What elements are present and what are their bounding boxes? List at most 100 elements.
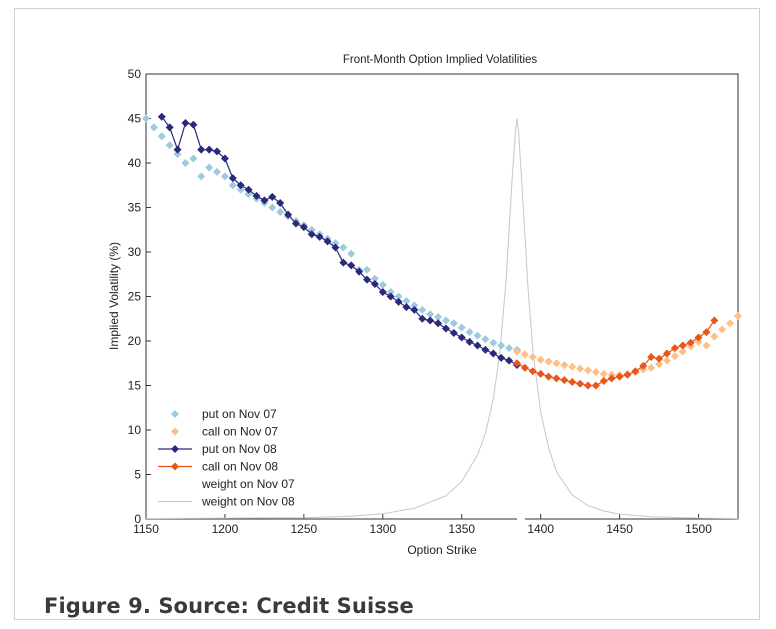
y-tick-label: 0 bbox=[134, 512, 141, 526]
data-point bbox=[520, 363, 529, 372]
data-point bbox=[710, 316, 719, 325]
legend-swatch-marker bbox=[171, 410, 179, 418]
data-point bbox=[331, 239, 340, 248]
data-point bbox=[599, 377, 608, 386]
legend-item-put-on-nov-07: put on Nov 07 bbox=[171, 407, 277, 421]
data-point bbox=[276, 199, 285, 208]
x-tick-label: 1250 bbox=[291, 522, 318, 536]
data-point bbox=[520, 350, 529, 359]
data-point bbox=[205, 163, 214, 172]
data-point bbox=[584, 366, 593, 375]
data-point bbox=[394, 297, 403, 306]
y-tick-label: 50 bbox=[128, 67, 142, 81]
data-point bbox=[149, 123, 158, 132]
data-point bbox=[189, 120, 198, 129]
data-point bbox=[536, 355, 545, 364]
data-point bbox=[291, 219, 300, 228]
data-point bbox=[702, 341, 711, 350]
data-point bbox=[228, 174, 237, 183]
data-point bbox=[473, 341, 482, 350]
y-tick-label: 35 bbox=[128, 201, 142, 215]
data-point bbox=[615, 372, 624, 381]
legend: put on Nov 07 call on Nov 07 put on Nov 08… bbox=[158, 407, 295, 509]
data-point bbox=[647, 363, 656, 372]
data-point bbox=[402, 303, 411, 312]
legend-swatch-marker bbox=[171, 427, 179, 436]
data-point bbox=[418, 314, 427, 323]
legend-item-call-on-nov-07: call on Nov 07 bbox=[171, 425, 278, 439]
data-point bbox=[552, 359, 561, 368]
data-point bbox=[718, 325, 727, 334]
x-tick-label: 1400 bbox=[527, 522, 554, 536]
data-point bbox=[402, 296, 411, 305]
data-point bbox=[497, 353, 506, 362]
data-point bbox=[576, 364, 585, 373]
data-point bbox=[426, 316, 435, 325]
data-point bbox=[394, 292, 403, 301]
data-point bbox=[268, 203, 277, 212]
data-point bbox=[536, 369, 545, 378]
data-point bbox=[378, 280, 387, 289]
data-point bbox=[173, 145, 182, 154]
data-point bbox=[710, 332, 719, 341]
data-point bbox=[441, 316, 450, 325]
series-call-on-nov-08 bbox=[512, 316, 719, 390]
data-point bbox=[347, 249, 356, 258]
data-point bbox=[363, 275, 372, 284]
data-point bbox=[339, 243, 348, 252]
data-point bbox=[181, 118, 190, 127]
series-layer bbox=[142, 112, 742, 520]
data-point bbox=[465, 328, 474, 337]
axes: 1150 1200 1250 1300 1350 1400 1450 1500 0 5 10 15 20… bbox=[128, 67, 713, 536]
data-point bbox=[434, 312, 443, 321]
data-point bbox=[560, 361, 569, 370]
data-point bbox=[512, 347, 521, 356]
data-point bbox=[434, 319, 443, 328]
data-point bbox=[497, 341, 506, 350]
legend-swatch-marker bbox=[171, 445, 179, 453]
data-point bbox=[465, 337, 474, 346]
data-point bbox=[512, 359, 521, 368]
x-tick-label: 1200 bbox=[212, 522, 239, 536]
data-point bbox=[449, 328, 458, 337]
data-point bbox=[370, 274, 379, 283]
data-point bbox=[268, 192, 277, 201]
data-point bbox=[678, 341, 687, 350]
data-point bbox=[244, 190, 253, 199]
data-point bbox=[560, 376, 569, 385]
data-point bbox=[142, 114, 150, 123]
data-point bbox=[236, 185, 245, 194]
data-point bbox=[244, 185, 253, 194]
legend-label: put on Nov 07 bbox=[202, 407, 277, 421]
legend-label: call on Nov 07 bbox=[202, 425, 278, 439]
data-point bbox=[505, 356, 514, 365]
data-point bbox=[173, 150, 182, 159]
data-point bbox=[686, 338, 695, 347]
x-tick-label: 1150 bbox=[133, 522, 159, 536]
data-point bbox=[363, 265, 372, 274]
x-tick-label: 1450 bbox=[606, 522, 633, 536]
data-point bbox=[607, 374, 616, 383]
series-put-on-nov-08 bbox=[157, 112, 521, 370]
y-tick-label: 10 bbox=[128, 423, 142, 437]
legend-item-weight-on-nov-08: weight on Nov 08 bbox=[158, 495, 295, 509]
data-point bbox=[378, 288, 387, 297]
data-point bbox=[662, 349, 671, 358]
data-point bbox=[655, 360, 664, 369]
data-point bbox=[181, 159, 190, 167]
data-point bbox=[260, 196, 269, 205]
data-point bbox=[568, 362, 577, 371]
data-point bbox=[276, 207, 285, 216]
put-on-nov-08-line bbox=[161, 116, 518, 366]
data-point bbox=[591, 368, 600, 377]
data-point bbox=[418, 305, 427, 314]
data-point bbox=[386, 292, 395, 301]
data-point bbox=[355, 267, 364, 276]
figure-caption: Figure 9. Source: Credit Suisse bbox=[44, 594, 414, 618]
data-point bbox=[220, 154, 229, 163]
legend-label: put on Nov 08 bbox=[202, 442, 277, 456]
data-point bbox=[426, 310, 435, 319]
data-point bbox=[165, 141, 174, 150]
data-point bbox=[584, 381, 593, 390]
data-point bbox=[197, 145, 206, 154]
